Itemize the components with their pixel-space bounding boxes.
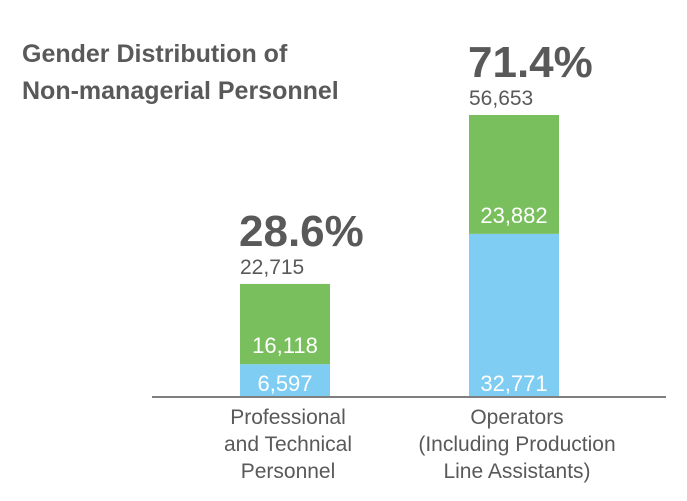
percentage-label: 71.4%	[468, 38, 593, 87]
x-tick-label: and Technical	[224, 433, 352, 456]
chart-title-line-1: Gender Distribution of	[22, 40, 288, 68]
x-tick-label: Operators	[470, 406, 563, 429]
data-label: 6,597	[257, 371, 312, 396]
bar-segment	[240, 364, 330, 397]
x-tick-label: Professional	[230, 406, 346, 429]
x-tick-label: Line Assistants)	[443, 460, 590, 483]
total-label: 56,653	[469, 87, 533, 110]
bar-segment	[469, 115, 559, 234]
x-tick-label: (Including Production	[418, 433, 615, 456]
data-label: 16,118	[252, 333, 318, 358]
total-label: 22,715	[240, 256, 304, 279]
x-tick-label: Personnel	[241, 460, 336, 483]
data-label: 23,882	[480, 203, 547, 228]
data-label: 32,771	[480, 371, 547, 396]
bar-segment	[240, 283, 330, 365]
chart-title-line-2: Non-managerial Personnel	[22, 77, 339, 105]
percentage-label: 28.6%	[239, 207, 364, 256]
chart-title: Gender Distribution of Non-managerial Pe…	[22, 36, 339, 110]
bar-segment	[469, 233, 559, 397]
